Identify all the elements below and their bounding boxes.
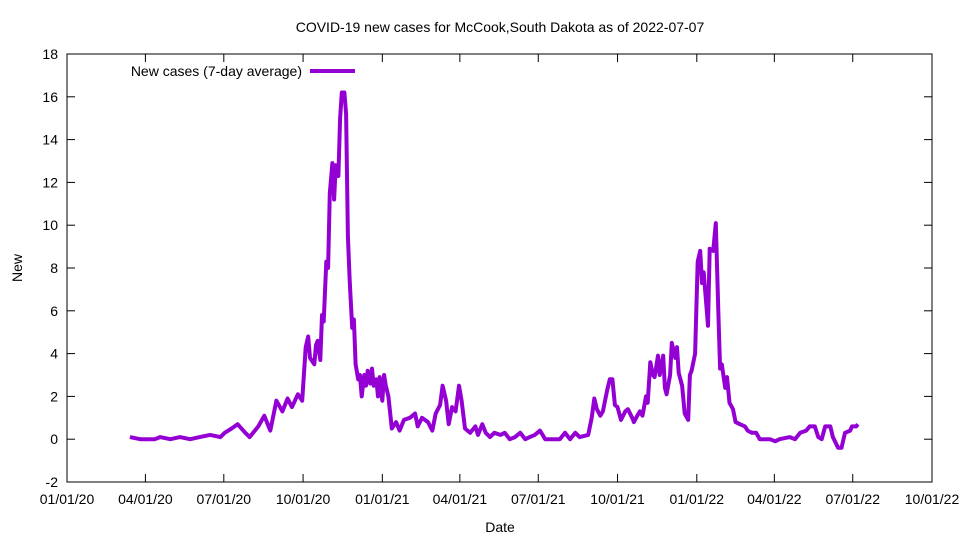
x-tick-label: 07/01/21 [511, 491, 566, 507]
x-tick-label: 07/01/20 [197, 491, 252, 507]
x-tick-label: 07/01/22 [825, 491, 880, 507]
y-tick-label: 6 [50, 303, 58, 319]
series-line [129, 90, 860, 450]
series-group [129, 90, 860, 450]
x-axis-label: Date [485, 519, 515, 535]
y-tick-label: 2 [50, 388, 58, 404]
legend-label: New cases (7-day average) [131, 63, 302, 79]
x-tick-label: 04/01/21 [433, 491, 488, 507]
x-tick-label: 10/01/20 [276, 491, 331, 507]
x-tick-label: 10/01/22 [905, 491, 960, 507]
legend: New cases (7-day average) [131, 63, 355, 79]
x-axis: 01/01/20 04/01/20 07/01/20 10/01/20 01/01/21… [40, 54, 960, 507]
y-tick-label: 10 [42, 217, 58, 233]
y-tick-label: 18 [42, 46, 58, 62]
chart-title: COVID-19 new cases for McCook,South Dako… [296, 19, 705, 35]
y-tick-label: -2 [46, 474, 59, 490]
y-tick-label: 14 [42, 132, 58, 148]
y-tick-label: 4 [50, 346, 58, 362]
y-tick-label: 16 [42, 89, 58, 105]
y-axis: -2 0 2 4 6 8 10 12 14 16 18 [42, 46, 932, 490]
plot-frame [66, 53, 933, 483]
y-tick-label: 12 [42, 174, 58, 190]
x-tick-label: 01/01/20 [40, 491, 95, 507]
y-tick-label: 0 [50, 431, 58, 447]
y-axis-label: New [9, 253, 25, 282]
x-tick-label: 01/01/21 [355, 491, 410, 507]
x-tick-label: 01/01/22 [670, 491, 725, 507]
x-tick-label: 04/01/22 [747, 491, 802, 507]
x-tick-label: 10/01/21 [590, 491, 645, 507]
x-tick-label: 04/01/20 [118, 491, 173, 507]
y-tick-label: 8 [50, 260, 58, 276]
